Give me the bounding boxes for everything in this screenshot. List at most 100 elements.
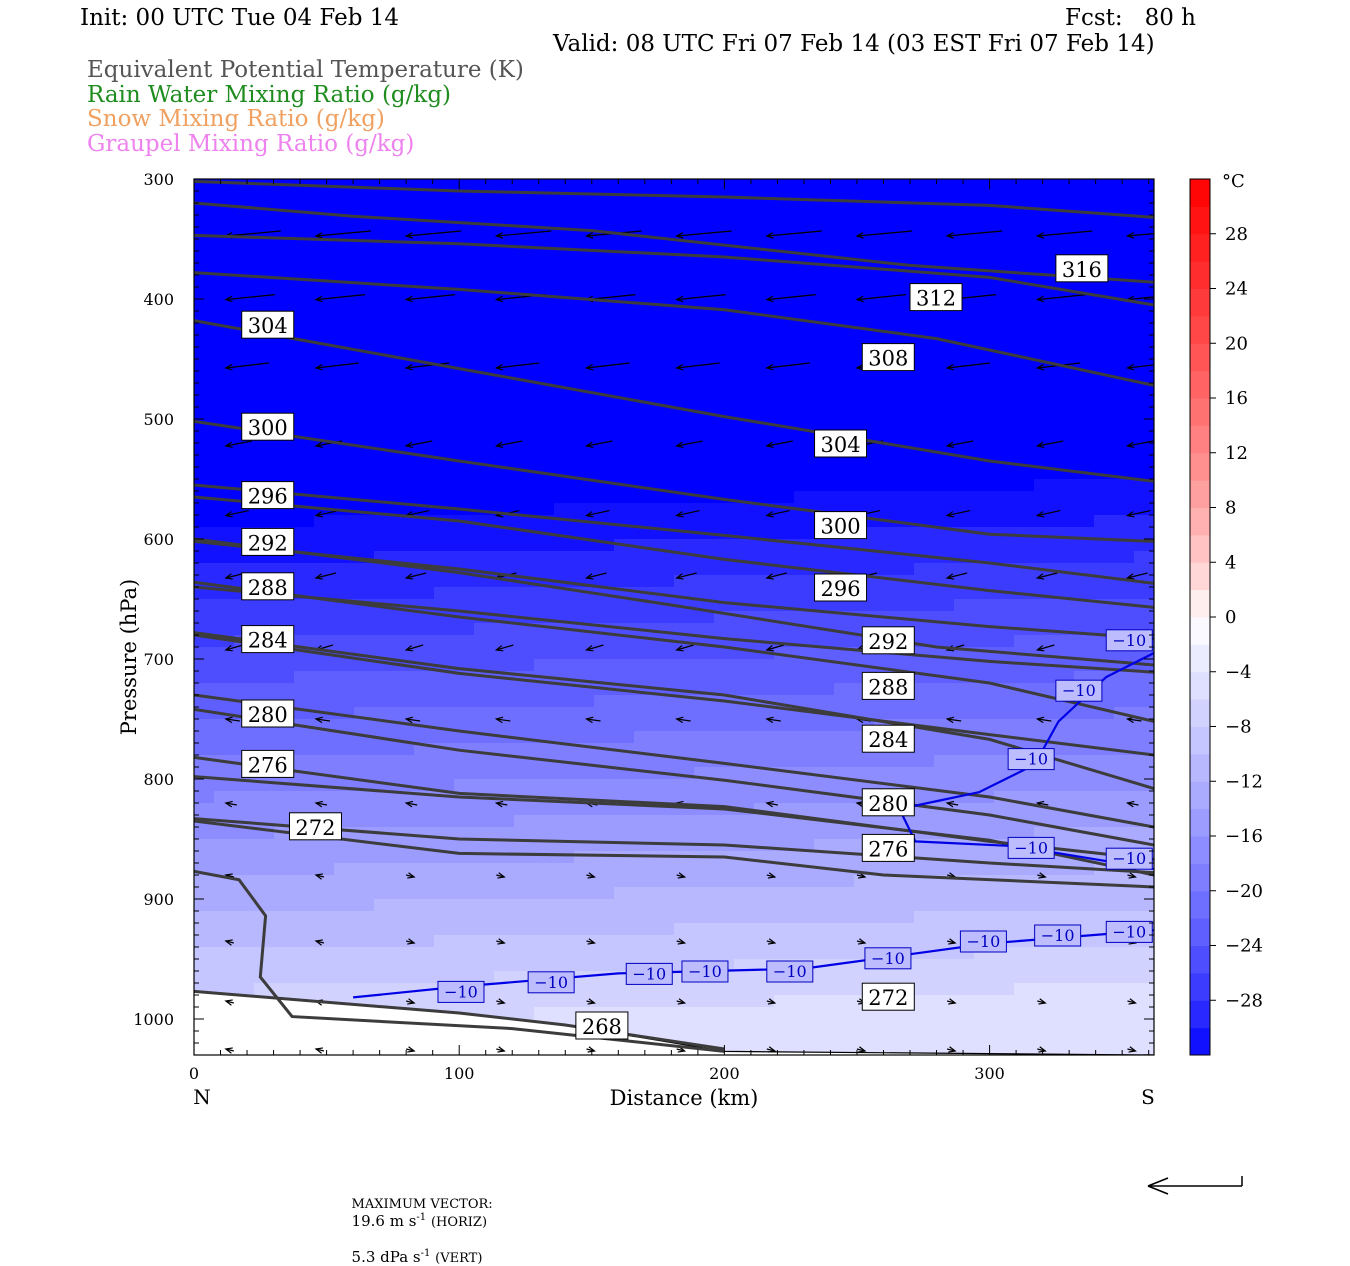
temperature-fill-cell [554, 599, 575, 612]
temperature-fill-cell [1034, 395, 1055, 408]
temperature-fill-cell [454, 575, 475, 588]
temperature-fill-cell [494, 815, 515, 828]
temperature-fill-cell [654, 347, 675, 360]
temperature-fill-cell [474, 347, 495, 360]
temperature-fill-cell [434, 383, 455, 396]
temperature-fill-cell [294, 239, 315, 252]
temperature-fill-cell [694, 1007, 715, 1020]
wind-vector [225, 718, 240, 722]
temperature-fill-cell [874, 443, 895, 456]
temperature-fill-cell [1134, 1019, 1154, 1032]
temperature-fill-cell [374, 515, 395, 528]
temperature-fill-cell [534, 443, 555, 456]
temperature-fill-cell [474, 803, 495, 816]
temperature-fill-cell [334, 875, 355, 888]
temperature-fill-cell [874, 419, 895, 432]
temperature-fill-cell [1134, 443, 1154, 456]
temperature-fill-cell [574, 491, 595, 504]
colorbar-swatch [1190, 1027, 1210, 1056]
temperature-fill-cell [534, 431, 555, 444]
temperature-fill-cell [574, 551, 595, 564]
temperature-fill-cell [414, 707, 435, 720]
temperature-fill-cell [854, 407, 875, 420]
temperature-fill-cell [314, 215, 335, 228]
temperature-fill-cell [1134, 527, 1154, 540]
temperature-fill-cell [954, 911, 975, 924]
temperature-fill-cell [1114, 695, 1135, 708]
temperature-fill-cell [534, 707, 555, 720]
temperature-fill-cell [714, 935, 735, 948]
wind-vector-head [765, 716, 774, 724]
temperature-fill-cell [574, 851, 595, 864]
temperature-fill-cell [614, 863, 635, 876]
temperature-fill-cell [914, 323, 935, 336]
temperature-fill-cell [674, 815, 695, 828]
temperature-fill-cell [1074, 515, 1095, 528]
temperature-fill-cell [494, 983, 515, 996]
temperature-fill-cell [794, 935, 815, 948]
temperature-fill-cell [1054, 611, 1075, 624]
temperature-fill-cell [954, 215, 975, 228]
temperature-fill-cell [354, 959, 375, 972]
temperature-fill-cell [1034, 671, 1055, 684]
temperature-fill-cell [474, 431, 495, 444]
temperature-fill-cell [354, 251, 375, 264]
temperature-fill-cell [254, 731, 275, 744]
temperature-fill-cell [994, 827, 1015, 840]
theta-e-contour [194, 693, 1154, 829]
temperature-fill-cell [634, 359, 655, 372]
temperature-fill-cell [934, 1007, 955, 1020]
temperature-fill-cell [634, 275, 655, 288]
temperature-fill-cell [394, 971, 415, 984]
wind-vector-head [584, 573, 594, 580]
temperature-fill-cell [1034, 347, 1055, 360]
theta-e-contour [194, 319, 1154, 483]
temperature-fill-cell [734, 1007, 755, 1020]
temperature-fill-cell [814, 323, 835, 336]
colorbar-swatch [1190, 315, 1210, 344]
svg-text:−10: −10 [871, 949, 905, 968]
temperature-fill-cell [314, 947, 335, 960]
temperature-fill-cell [1134, 983, 1154, 996]
temperature-fill-cell [1014, 551, 1035, 564]
temperature-fill-cell [414, 227, 435, 240]
temperature-fill-cell [814, 239, 835, 252]
temperature-fill-cell [854, 467, 875, 480]
temperature-fill-cell [454, 767, 475, 780]
temperature-fill-cell [834, 383, 855, 396]
temperature-fill-cell [574, 815, 595, 828]
temperature-fill-cell [734, 347, 755, 360]
temperature-fill-cell [314, 935, 335, 948]
temperature-fill-cell [394, 587, 415, 600]
temperature-fill-cell [314, 743, 335, 756]
temperature-fill-cell [934, 323, 955, 336]
temperature-fill-cell [354, 971, 375, 984]
colorbar-swatch [1190, 1000, 1210, 1029]
temperature-fill-cell [754, 407, 775, 420]
temperature-fill-cell [494, 203, 515, 216]
temperature-fill-cell [534, 263, 555, 276]
temperature-fill-cell [974, 851, 995, 864]
temperature-fill-cell [214, 371, 235, 384]
temperature-fill-cell [634, 383, 655, 396]
temperature-fill-cell [894, 1031, 915, 1044]
temperature-fill-cell [1134, 875, 1154, 888]
temperature-fill-cell [594, 335, 615, 348]
temperature-fill-cell [434, 443, 455, 456]
temperature-fill-cell [1134, 671, 1154, 684]
temperature-fill-cell [954, 587, 975, 600]
wind-vector-head [945, 511, 955, 518]
temperature-fill-cell [534, 203, 555, 216]
svg-text:−10: −10 [1112, 631, 1146, 650]
wind-vector [406, 718, 421, 722]
temperature-fill-cell [754, 731, 775, 744]
fcst-label: Fcst: [1065, 5, 1123, 31]
temperature-fill-cell [354, 803, 375, 816]
temperature-fill-cell [1094, 239, 1115, 252]
temperature-fill-cell [794, 683, 815, 696]
temperature-fill-cell [834, 635, 855, 648]
temperature-fill-cell [214, 671, 235, 684]
temperature-fill-cell [534, 311, 555, 324]
temperature-fill-cell [1134, 563, 1154, 576]
temperature-fill-cell [534, 1007, 555, 1020]
